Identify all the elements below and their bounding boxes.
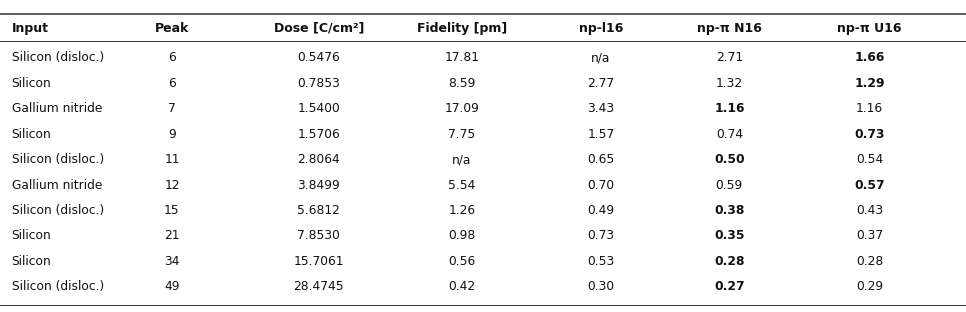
Text: Silicon (disloc.): Silicon (disloc.) [12, 51, 103, 65]
Text: 0.98: 0.98 [448, 229, 475, 242]
Text: np-l16: np-l16 [579, 22, 623, 35]
Text: 0.35: 0.35 [714, 229, 745, 242]
Text: 3.43: 3.43 [587, 102, 614, 115]
Text: 7.8530: 7.8530 [298, 229, 340, 242]
Text: 0.54: 0.54 [856, 153, 883, 166]
Text: 0.43: 0.43 [856, 204, 883, 217]
Text: Peak: Peak [155, 22, 189, 35]
Text: Silicon (disloc.): Silicon (disloc.) [12, 280, 103, 293]
Text: 11: 11 [164, 153, 180, 166]
Text: np-π U16: np-π U16 [838, 22, 901, 35]
Text: 8.59: 8.59 [448, 77, 475, 90]
Text: 5.54: 5.54 [448, 178, 475, 192]
Text: 5.6812: 5.6812 [298, 204, 340, 217]
Text: 2.77: 2.77 [587, 77, 614, 90]
Text: Silicon: Silicon [12, 128, 51, 141]
Text: n/a: n/a [591, 51, 611, 65]
Text: 2.71: 2.71 [716, 51, 743, 65]
Text: 1.32: 1.32 [716, 77, 743, 90]
Text: 49: 49 [164, 280, 180, 293]
Text: 1.66: 1.66 [854, 51, 885, 65]
Text: Dose [C/cm²]: Dose [C/cm²] [273, 22, 364, 35]
Text: 15.7061: 15.7061 [294, 255, 344, 268]
Text: Input: Input [12, 22, 48, 35]
Text: 21: 21 [164, 229, 180, 242]
Text: 15: 15 [164, 204, 180, 217]
Text: n/a: n/a [452, 153, 471, 166]
Text: 7.75: 7.75 [448, 128, 475, 141]
Text: 0.28: 0.28 [714, 255, 745, 268]
Text: 0.57: 0.57 [854, 178, 885, 192]
Text: 1.5706: 1.5706 [298, 128, 340, 141]
Text: 0.27: 0.27 [714, 280, 745, 293]
Text: Silicon (disloc.): Silicon (disloc.) [12, 153, 103, 166]
Text: 1.26: 1.26 [448, 204, 475, 217]
Text: 0.56: 0.56 [448, 255, 475, 268]
Text: 0.59: 0.59 [716, 178, 743, 192]
Text: Silicon (disloc.): Silicon (disloc.) [12, 204, 103, 217]
Text: 0.70: 0.70 [587, 178, 614, 192]
Text: 0.30: 0.30 [587, 280, 614, 293]
Text: 34: 34 [164, 255, 180, 268]
Text: 0.73: 0.73 [587, 229, 614, 242]
Text: 17.09: 17.09 [444, 102, 479, 115]
Text: Fidelity [pm]: Fidelity [pm] [416, 22, 507, 35]
Text: Silicon: Silicon [12, 255, 51, 268]
Text: 1.16: 1.16 [856, 102, 883, 115]
Text: 0.42: 0.42 [448, 280, 475, 293]
Text: 6: 6 [168, 51, 176, 65]
Text: 9: 9 [168, 128, 176, 141]
Text: Gallium nitride: Gallium nitride [12, 178, 102, 192]
Text: np-π N16: np-π N16 [696, 22, 762, 35]
Text: 7: 7 [168, 102, 176, 115]
Text: 0.5476: 0.5476 [298, 51, 340, 65]
Text: Gallium nitride: Gallium nitride [12, 102, 102, 115]
Text: Silicon: Silicon [12, 77, 51, 90]
Text: 6: 6 [168, 77, 176, 90]
Text: 0.7853: 0.7853 [298, 77, 340, 90]
Text: 1.57: 1.57 [587, 128, 614, 141]
Text: 2.8064: 2.8064 [298, 153, 340, 166]
Text: 0.37: 0.37 [856, 229, 883, 242]
Text: 0.50: 0.50 [714, 153, 745, 166]
Text: 0.28: 0.28 [856, 255, 883, 268]
Text: 1.29: 1.29 [854, 77, 885, 90]
Text: 0.73: 0.73 [854, 128, 885, 141]
Text: 0.49: 0.49 [587, 204, 614, 217]
Text: 17.81: 17.81 [444, 51, 479, 65]
Text: 1.16: 1.16 [714, 102, 745, 115]
Text: 0.38: 0.38 [714, 204, 745, 217]
Text: 0.53: 0.53 [587, 255, 614, 268]
Text: 0.65: 0.65 [587, 153, 614, 166]
Text: 28.4745: 28.4745 [294, 280, 344, 293]
Text: 0.74: 0.74 [716, 128, 743, 141]
Text: 3.8499: 3.8499 [298, 178, 340, 192]
Text: Silicon: Silicon [12, 229, 51, 242]
Text: 12: 12 [164, 178, 180, 192]
Text: 1.5400: 1.5400 [298, 102, 340, 115]
Text: 0.29: 0.29 [856, 280, 883, 293]
